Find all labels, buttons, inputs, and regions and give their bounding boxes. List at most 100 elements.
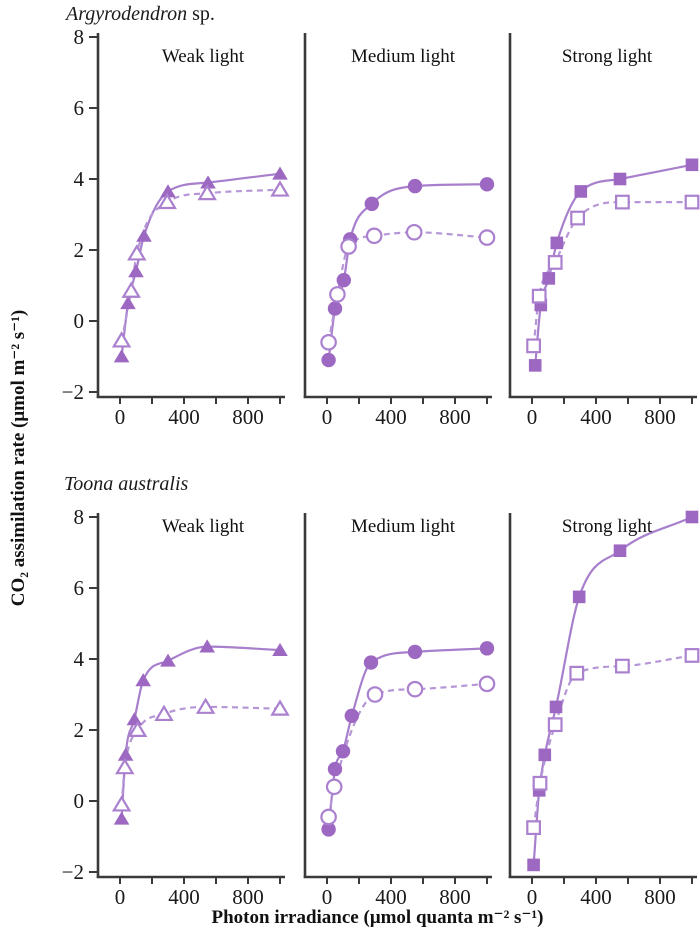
panel-label-weak-light-row2: Weak light [161,516,245,537]
open-triangle-marker [270,180,290,197]
panel-label-strong-light-row1: Strong light [561,46,653,67]
tick-label: 400 [168,405,200,429]
open-square-marker [532,775,548,791]
y-axis-label: CO₂ assimilation rate (μmol m⁻² s⁻¹) [8,309,29,607]
tick-label: 400 [168,885,200,909]
solid-curve [120,172,281,357]
filled-triangle-marker [272,642,288,657]
open-square-marker [526,338,541,354]
panel-row2-col2: 0 400 800 [303,513,496,909]
species-title-row2: Toona australis [64,473,188,495]
filled-circle-marker [344,708,359,723]
filled-square-marker [613,172,627,186]
species-name-roman: sp. [187,3,215,25]
filled-circle-marker [321,352,336,368]
tick-label: 6 [74,576,85,600]
tick-label: 800 [439,405,471,429]
filled-triangle-marker [136,228,152,242]
species-name-italic: Toona australis [64,473,189,495]
tick-label: 800 [232,885,264,909]
tick-label: 0 [322,885,333,909]
dashed-curve [120,705,281,805]
filled-circle-marker [321,822,336,837]
tick-label: 400 [375,405,407,429]
open-circle-marker [325,778,343,796]
dashed-curve [532,654,693,828]
tick-label: 800 [644,405,676,429]
open-triangle-marker [157,192,177,210]
panel-row2-col3: 0 400 800 [508,510,700,909]
open-circle-marker [406,680,424,698]
panel-row1-col2: 0 400 800 [303,33,496,429]
panel-row1-col1: 0 400 800 −2 0 2 4 6 8 [62,25,290,429]
open-triangle-marker [270,699,290,716]
open-triangle-marker [111,331,132,348]
filled-square-marker [542,272,556,285]
filled-square-marker [572,590,586,604]
tick-label: 2 [74,238,85,262]
filled-circle-marker [364,196,379,212]
tick-label: 0 [115,885,126,909]
species-name-italic: Argyrodendron [66,3,188,25]
tick-label: 400 [580,885,612,909]
open-triangle-marker [121,281,141,298]
panel-row2-col1: 0 400 800 −2 0 2 4 6 8 [62,505,290,909]
open-circle-marker [478,675,496,693]
filled-circle-marker [363,655,379,670]
open-triangle-marker [154,704,174,722]
filled-square-marker [550,236,564,250]
open-circle-marker [478,229,496,246]
open-square-marker [570,210,585,226]
open-triangle-marker [115,757,135,775]
open-square-marker [526,820,541,836]
solid-curve [532,516,693,865]
open-circle-marker [366,686,384,703]
open-circle-marker [365,227,383,245]
filled-circle-marker [407,644,423,660]
filled-circle-marker [336,272,351,288]
tick-label: 0 [527,885,538,909]
filled-square-marker [528,359,542,372]
filled-triangle-marker [113,349,130,363]
filled-circle-marker [335,744,351,759]
tick-label: 8 [74,505,85,529]
tick-label: 4 [74,647,85,671]
panel-label-weak-light-row1: Weak light [161,46,245,67]
filled-square-marker [549,700,563,714]
panel-label-medium-light-row1: Medium light [351,46,455,67]
dashed-curve [120,188,281,341]
solid-curve [120,645,281,819]
solid-curve [327,183,488,361]
filled-triangle-marker [272,166,288,180]
open-square-marker [569,665,585,681]
filled-triangle-marker [128,264,144,278]
filled-circle-marker [479,177,495,192]
tick-label: 2 [74,718,85,742]
filled-square-marker [685,158,699,172]
open-square-marker [614,658,630,674]
tick-label: 800 [439,885,471,909]
solid-curve [327,647,488,830]
filled-square-marker [527,858,540,872]
tick-label: 400 [580,405,612,429]
panel-label-medium-light-row2: Medium light [351,516,455,537]
tick-label: 400 [375,885,407,909]
filled-square-marker [538,748,552,762]
open-square-marker [684,648,700,663]
filled-triangle-marker [126,712,143,726]
filled-triangle-marker [200,175,216,189]
open-circle-marker [320,333,337,351]
tick-label: 800 [644,885,676,909]
tick-label: 800 [232,405,264,429]
tick-label: −2 [62,380,84,404]
tick-label: −2 [62,860,84,884]
filled-triangle-marker [160,653,176,667]
dashed-curve [327,682,488,818]
filled-square-marker [574,185,588,198]
filled-triangle-marker [117,747,134,761]
open-triangle-marker [127,720,148,737]
open-circle-marker [340,238,357,255]
open-square-marker [531,288,547,304]
